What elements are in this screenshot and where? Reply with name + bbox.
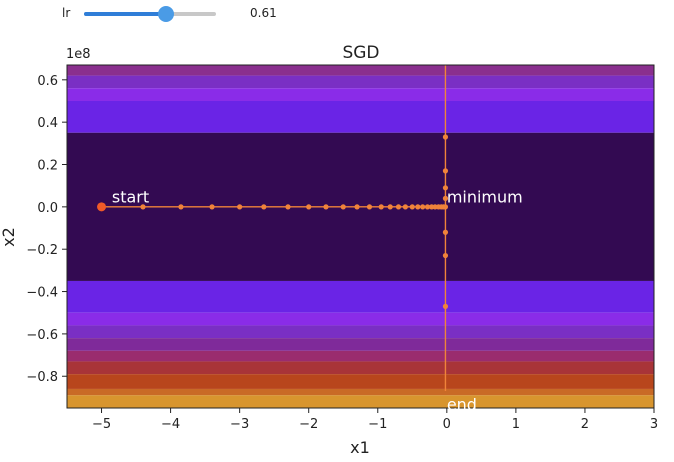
y-tick-label-1: 0.4 [37, 116, 58, 131]
contour-band-10 [67, 361, 654, 375]
contour-bands [67, 65, 654, 408]
lr-slider-label: lr [62, 6, 71, 20]
trajectory-point-v-2 [442, 185, 449, 191]
trajectory-point-v-1 [442, 168, 449, 174]
lr-slider-row: lr 0.61 [0, 0, 674, 30]
y-tick-label-4: −0.2 [26, 243, 58, 258]
x-axis-label: x1 [350, 438, 370, 457]
y-tick-label-2: 0.2 [37, 159, 58, 174]
trajectory-point-h-3 [237, 204, 243, 210]
contour-band-3 [67, 100, 654, 133]
y-tick-label-3: 0.0 [37, 201, 58, 216]
annotation-end: end [447, 395, 477, 414]
annotations: start minimum end [112, 188, 523, 414]
axes: −5 −4 −3 −2 −1 0 1 2 3 0.6 0.4 0.2 0.0 −0.2 −0.4 −0.6 −0… [26, 64, 658, 432]
x-tick-label-7: 2 [581, 417, 589, 432]
trajectory-point-h-14 [402, 204, 408, 210]
trajectory-point-h-10 [366, 204, 373, 210]
x-tick-label-2: −3 [230, 417, 249, 432]
contour-band-11 [67, 374, 654, 389]
trajectory-point-h-24 [442, 204, 449, 210]
trajectory-point-h-5 [285, 204, 291, 210]
x-tick-label-6: 1 [512, 417, 520, 432]
trajectory-point-h-1 [178, 204, 184, 210]
x-tick-label-3: −2 [299, 417, 318, 432]
trajectory-point-h-17 [420, 204, 426, 210]
plot-frame [66, 64, 655, 409]
trajectory-point-h-12 [387, 204, 393, 210]
annotation-minimum: minimum [447, 188, 523, 207]
trajectory [97, 65, 449, 392]
x-tick-label-0: −5 [92, 417, 111, 432]
contour-band-7 [67, 325, 654, 339]
trajectory-point-h-16 [415, 204, 421, 210]
start-point [97, 202, 107, 212]
trajectory-point-h-6 [306, 204, 312, 210]
y-axis-label: x2 [0, 227, 18, 247]
trajectory-point-v-0 [442, 134, 449, 140]
x-tick-label-4: −1 [368, 417, 387, 432]
contour-band-1 [67, 75, 654, 89]
lr-slider[interactable] [84, 12, 216, 16]
y-offset-label: 1e8 [66, 47, 91, 62]
trajectory-point-h-11 [378, 204, 384, 210]
trajectory-point-h-8 [340, 204, 346, 210]
trajectory-point-h-7 [323, 204, 329, 210]
y-tick-label-7: −0.8 [26, 370, 58, 385]
trajectory-point-v-3 [442, 195, 449, 201]
contour-band-9 [67, 350, 654, 362]
trajectory-point-h-13 [395, 204, 402, 210]
trajectory-point-h-9 [354, 204, 360, 210]
lr-slider-handle[interactable] [157, 6, 174, 22]
trajectory-point-h-18 [424, 204, 431, 210]
trajectory-point-h-0 [140, 204, 146, 210]
lr-slider-value: 0.61 [250, 6, 277, 20]
trajectory-point-v-4 [442, 229, 449, 235]
contour-band-8 [67, 338, 654, 351]
y-tick-label-5: −0.4 [26, 286, 58, 301]
annotation-start: start [112, 188, 149, 207]
contour-band-5 [67, 280, 654, 313]
trajectory-point-h-15 [409, 204, 415, 210]
y-tick-label-0: 0.6 [37, 74, 58, 89]
contour-band-0 [67, 65, 654, 76]
trajectory-point-h-4 [261, 204, 267, 210]
trajectory-point-v-5 [442, 252, 449, 259]
chart-title: SGD [342, 43, 379, 63]
contour-band-6 [67, 312, 654, 326]
contour-band-12 [67, 388, 654, 396]
x-tick-label-1: −4 [161, 417, 180, 432]
y-tick-label-6: −0.6 [26, 328, 58, 343]
trajectory-point-h-2 [209, 204, 215, 210]
trajectory-point-v-6 [442, 303, 449, 309]
contour-band-2 [67, 88, 654, 101]
watermark: 知乎 @hahakity [512, 429, 641, 448]
contour-band-13 [67, 395, 654, 408]
lr-slider-fill [84, 12, 166, 16]
x-tick-label-8: 3 [650, 417, 658, 432]
x-tick-label-5: 0 [443, 417, 451, 432]
